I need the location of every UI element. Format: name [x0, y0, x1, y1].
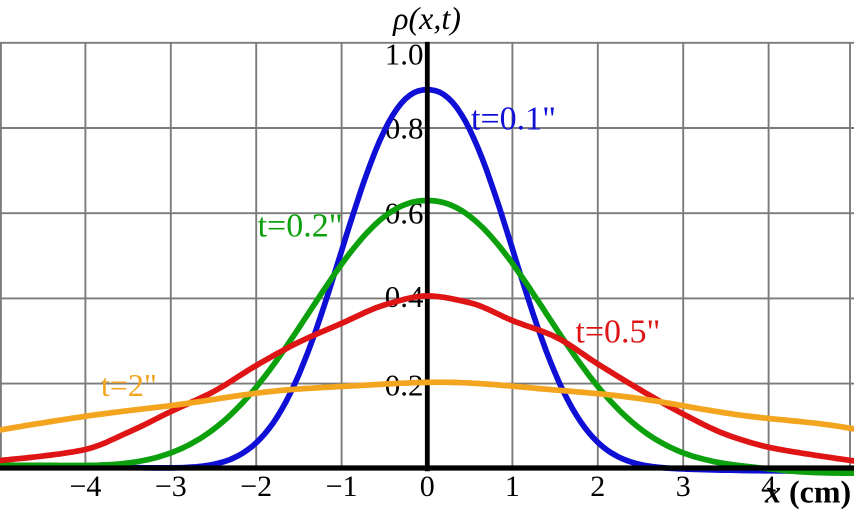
- svg-text:−1: −1: [326, 470, 358, 503]
- svg-text:−2: −2: [240, 470, 272, 503]
- svg-text:t=0.2": t=0.2": [258, 208, 343, 245]
- svg-text:−3: −3: [155, 470, 187, 503]
- svg-text:1: 1: [505, 470, 520, 503]
- svg-text:ρ(x,t): ρ(x,t): [392, 0, 461, 36]
- svg-text:0: 0: [420, 470, 435, 503]
- svg-text:x (cm): x (cm): [764, 474, 851, 510]
- svg-text:t=2": t=2": [101, 367, 157, 403]
- svg-text:4: 4: [761, 470, 776, 503]
- svg-text:t=0.5": t=0.5": [575, 314, 660, 351]
- svg-text:1.0: 1.0: [385, 37, 424, 72]
- svg-text:2: 2: [590, 470, 605, 503]
- svg-text:−4: −4: [69, 470, 101, 503]
- svg-text:t=0.1": t=0.1": [471, 101, 556, 138]
- svg-text:3: 3: [676, 470, 691, 503]
